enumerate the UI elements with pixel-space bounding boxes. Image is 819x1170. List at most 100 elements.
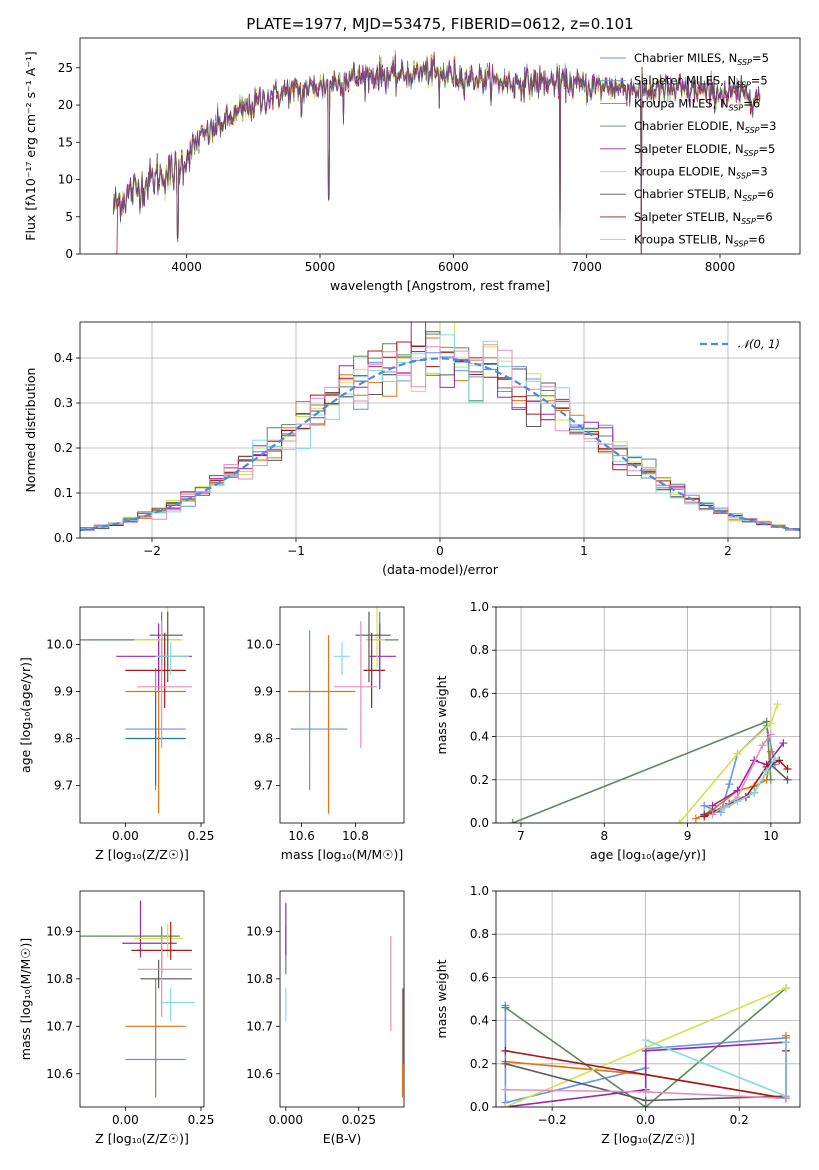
legend-label: Kroupa MILES, N (634, 96, 729, 110)
weight-marker (501, 1003, 510, 1012)
x-axis-label: Z [log₁₀(Z/Z☉)] (601, 1131, 695, 1146)
weight-marker (781, 1038, 790, 1047)
y-tick-label: 10.0 (46, 638, 73, 652)
legend-suffix: =6 (748, 233, 765, 247)
y-axis-label: age [log₁₀(age/yr)] (18, 657, 33, 773)
errorbar-point (363, 632, 386, 708)
plot-area (285, 902, 404, 1098)
legend-entry: Kroupa MILES, NSSP=6 (634, 96, 760, 112)
x-tick-label: 0.00 (112, 1113, 139, 1127)
plot-area (501, 984, 790, 1107)
weight-marker (501, 1085, 510, 1094)
weight-marker (733, 793, 742, 802)
weight-marker (733, 749, 742, 758)
y-tick-label: 9.8 (54, 731, 73, 745)
weight-marker (501, 1103, 510, 1107)
age-vs-metallicity-panel: 0.00 0.25 9.7 9.8 9.9 10.0 Z [log₁₀(Z/Z☉)] age … (18, 606, 214, 862)
x-tick-label: 5000 (305, 260, 336, 274)
weight-series-salpeter-elodie (505, 1041, 787, 1107)
weight-marker (781, 984, 790, 993)
x-tick-label: 2 (724, 544, 732, 558)
plot-area (80, 900, 195, 1098)
x-tick-label: 7000 (571, 260, 602, 274)
weight-marker (675, 819, 684, 823)
y-axis-label: mass [log₁₀(M/M☉)] (18, 938, 33, 1060)
weight-marker (766, 719, 775, 728)
weight-series-kroupa-elodie (678, 703, 779, 823)
y-tick-label: 15 (58, 135, 73, 149)
weight-marker (766, 730, 775, 739)
weight-marker (783, 765, 792, 773)
y-tick-label: 0.2 (470, 773, 489, 787)
y-tick-label: 0.1 (54, 486, 73, 500)
y-tick-label: 10.8 (246, 972, 273, 986)
y-axis-label: mass weight (434, 675, 449, 754)
legend-label: Salpeter ELODIE, N (634, 142, 744, 156)
y-tick-label: 1.0 (470, 884, 489, 898)
legend-suffix: =6 (756, 210, 773, 224)
weight-series-extra_pink (712, 733, 772, 816)
errorbar-point (161, 988, 195, 1022)
errorbar-point (125, 691, 186, 786)
x-tick-label: 0.025 (342, 1113, 376, 1127)
y-tick-label: 0 (65, 247, 73, 261)
weight-marker (700, 812, 709, 821)
plot-area (288, 607, 399, 814)
legend-sub: SSP (745, 126, 760, 135)
legend-suffix: =3 (760, 119, 777, 133)
histogram-extra_pink (80, 344, 800, 531)
legend-entry: Salpeter STELIB, NSSP=6 (634, 210, 773, 226)
errorbar-point (125, 632, 186, 708)
legend-suffix: =5 (751, 74, 768, 88)
y-tick-label: 20 (58, 98, 73, 112)
x-tick-label: 10 (763, 829, 778, 843)
y-tick-label: 10.9 (46, 924, 73, 938)
y-tick-label: 0.4 (470, 730, 489, 744)
legend-sub: SSP (734, 240, 749, 249)
y-tick-label: 0.8 (470, 643, 489, 657)
x-tick-label: 0.000 (269, 1113, 303, 1127)
x-tick-label: −2 (143, 544, 161, 558)
y-tick-label: 1.0 (470, 600, 489, 614)
axes-frame (79, 37, 801, 255)
x-tick-label: 0.0 (636, 1113, 655, 1127)
weight-marker (773, 700, 782, 709)
x-axis-label: Z [log₁₀(Z/Z☉)] (95, 1131, 189, 1146)
weight-marker (708, 810, 717, 819)
legend-label: Chabrier ELODIE, N (634, 119, 745, 133)
y-tick-label: 10 (58, 173, 73, 187)
y-axis-label: Normed distribution (23, 368, 38, 493)
weight-marker (508, 819, 517, 823)
y-axis-label: mass weight (434, 959, 449, 1038)
legend-sub: SSP (741, 217, 756, 226)
figure-title: PLATE=1977, MJD=53475, FIBERID=0612, z=0… (246, 15, 633, 33)
y-tick-label: 10.7 (246, 1019, 273, 1033)
weight-marker (775, 756, 784, 765)
y-tick-label: 10.6 (246, 1067, 273, 1081)
legend-sub: SSP (744, 149, 759, 158)
y-tick-label: 10.7 (46, 1019, 73, 1033)
axes-frame (279, 890, 405, 1108)
weight-marker (779, 739, 788, 748)
weight-marker (762, 717, 771, 726)
weight-marker (700, 801, 709, 810)
x-axis-label: (data-model)/error (382, 562, 499, 577)
axes-frame (79, 321, 801, 539)
x-tick-label: 0.2 (730, 1113, 749, 1127)
x-tick-label: 0.00 (112, 829, 139, 843)
y-tick-label: 0.6 (470, 686, 489, 700)
x-tick-label: 10.6 (288, 829, 315, 843)
errorbar-point (290, 630, 348, 791)
y-tick-label: 0.0 (470, 816, 489, 830)
y-tick-label: 9.9 (54, 685, 73, 699)
legend-entry: Kroupa STELIB, NSSP=6 (634, 233, 765, 249)
errorbar-point (333, 642, 351, 676)
errorbar-point (137, 621, 192, 748)
mass-vs-metallicity-panel: 0.00 0.25 10.6 10.7 10.8 10.9 Z [log₁₀(Z/Z☉)] m… (18, 890, 214, 1146)
x-axis-label: mass [log₁₀(M/M☉)] (281, 847, 403, 862)
legend-label: Kroupa STELIB, N (634, 233, 734, 247)
weight-marker (762, 767, 771, 776)
y-tick-label: 0.4 (54, 351, 73, 365)
errorbar-point (134, 924, 183, 958)
